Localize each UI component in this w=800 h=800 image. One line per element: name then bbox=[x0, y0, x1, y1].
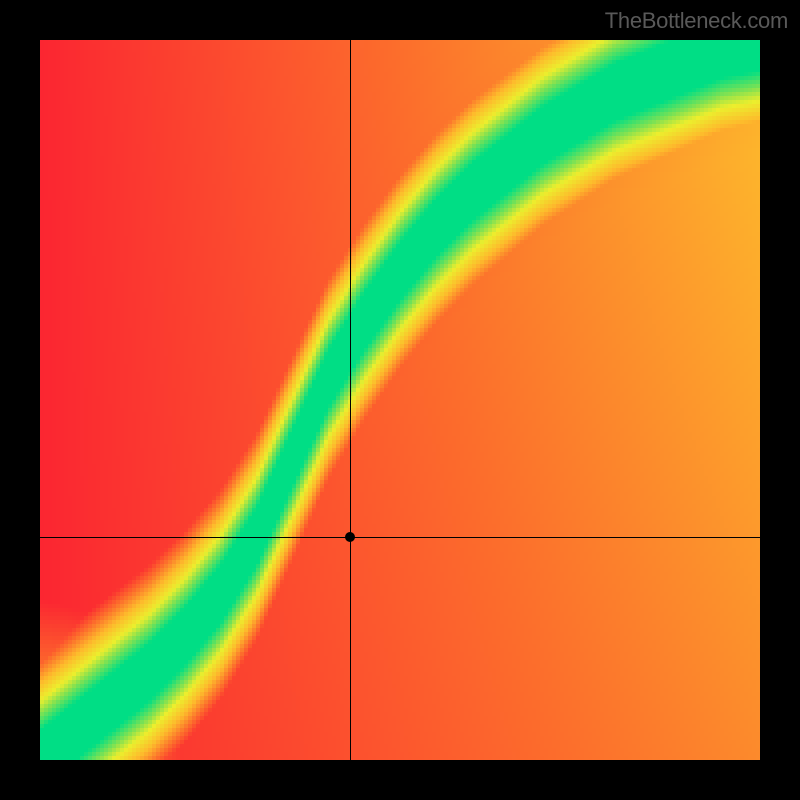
heatmap-canvas bbox=[40, 40, 760, 760]
plot-area bbox=[40, 40, 760, 760]
marker-dot bbox=[345, 532, 355, 542]
watermark-text: TheBottleneck.com bbox=[605, 8, 788, 34]
crosshair-horizontal bbox=[40, 537, 760, 538]
crosshair-vertical bbox=[350, 40, 351, 760]
